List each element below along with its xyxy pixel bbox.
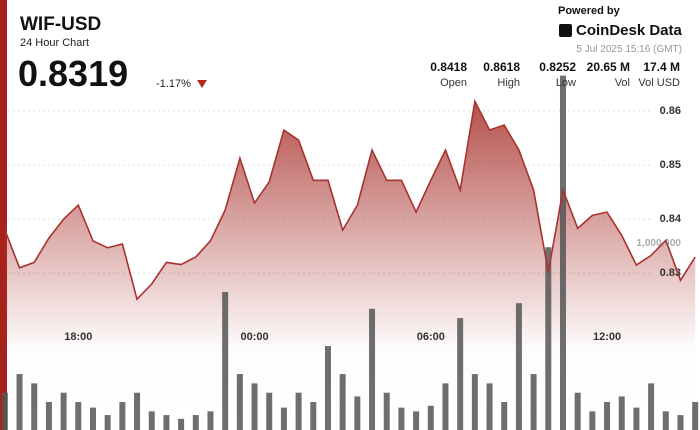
stat-value: 0.8418: [430, 60, 467, 74]
x-tick-label: 18:00: [64, 331, 92, 343]
timestamp: 5 Jul 2025 15:16 (GMT): [576, 44, 682, 55]
volume-bar: [662, 411, 669, 430]
volume-bar: [75, 402, 82, 430]
stat-value: 0.8252: [539, 60, 576, 74]
stat-label: Vol: [614, 77, 630, 89]
volume-bar: [501, 402, 508, 430]
volume-bar: [16, 374, 23, 430]
volume-bar: [515, 303, 522, 430]
y-tick-label: 0.86: [660, 105, 681, 117]
volume-bar: [295, 392, 302, 430]
volume-bar: [31, 383, 38, 430]
volume-bar: [677, 415, 684, 430]
volume-bar: [530, 374, 537, 430]
volume-bar: [398, 407, 405, 430]
stat-label: Open: [440, 77, 467, 89]
volume-bar: [251, 383, 258, 430]
volume-bar: [369, 308, 376, 430]
volume-bar: [633, 407, 640, 430]
brand: CoinDesk Data: [576, 22, 682, 39]
volume-bar: [648, 383, 655, 430]
volume-bar: [207, 411, 214, 430]
volume-bar: [413, 411, 420, 430]
volume-bar: [236, 374, 243, 430]
volume-bar: [486, 383, 493, 430]
volume-bar: [222, 291, 229, 430]
volume-bar: [442, 383, 449, 430]
volume-bar: [545, 247, 552, 430]
area-fill: [4, 101, 696, 430]
accent-bar: [0, 0, 7, 430]
y-tick-label: 0.84: [660, 213, 682, 225]
volume-bar: [383, 392, 390, 430]
volume-bar: [1, 392, 8, 430]
volume-layer: [1, 75, 699, 430]
price-layer: 0.83 0.84 0.85 0.86 1,000,000 18:00 00:00 06:00…: [4, 98, 696, 343]
title: WIF-USD: [20, 14, 102, 35]
volume-bar: [134, 392, 141, 430]
volume-bar: [574, 392, 581, 430]
stat-value: 20.65 M: [586, 60, 630, 74]
stat-label: Vol USD: [638, 77, 680, 89]
powered-by: Powered by: [558, 5, 620, 17]
stat-label: Low: [555, 77, 576, 89]
volume-bar: [471, 374, 478, 430]
volume-bar: [457, 318, 464, 430]
volume-bar: [310, 402, 317, 430]
volume-bar: [427, 405, 434, 430]
volume-bar: [339, 374, 346, 430]
plot: 0.83 0.84 0.85 0.86 1,000,000 18:00 00:00 06:00…: [1, 75, 699, 430]
change: -1.17%: [156, 78, 191, 90]
volume-bar: [604, 402, 611, 430]
x-tick-label: 00:00: [240, 331, 268, 343]
volume-bar: [280, 407, 287, 430]
x-tick-label: 12:00: [593, 331, 621, 343]
volume-bar: [192, 415, 199, 430]
x-tick-label: 06:00: [417, 331, 445, 343]
stat-label: High: [497, 77, 520, 89]
volume-bar: [45, 402, 52, 430]
volume-bar: [354, 396, 361, 430]
volume-bar: [692, 402, 699, 430]
down-arrow: [197, 80, 207, 88]
brand-logo: [559, 24, 572, 37]
volume-bar: [324, 346, 331, 430]
y-tick-label: 0.85: [660, 159, 681, 171]
volume-bar: [60, 392, 67, 430]
volume-bar: [589, 411, 596, 430]
volume-bar: [618, 396, 625, 430]
volume-bar: [559, 75, 566, 430]
volume-bar: [89, 407, 96, 430]
y2-tick-label: 1,000,000: [637, 238, 682, 249]
volume-bar: [178, 418, 185, 430]
volume-bar: [148, 411, 155, 430]
stat-value: 17.4 M: [643, 60, 680, 74]
volume-bar: [163, 415, 170, 430]
price: 0.8319: [18, 53, 129, 94]
volume-bar: [104, 415, 111, 430]
stat-value: 0.8618: [483, 60, 520, 74]
volume-bar: [266, 392, 273, 430]
volume-bar: [119, 402, 126, 430]
price-line: [4, 98, 696, 301]
subtitle: 24 Hour Chart: [20, 37, 90, 49]
y-tick-label: 0.83: [660, 267, 681, 279]
